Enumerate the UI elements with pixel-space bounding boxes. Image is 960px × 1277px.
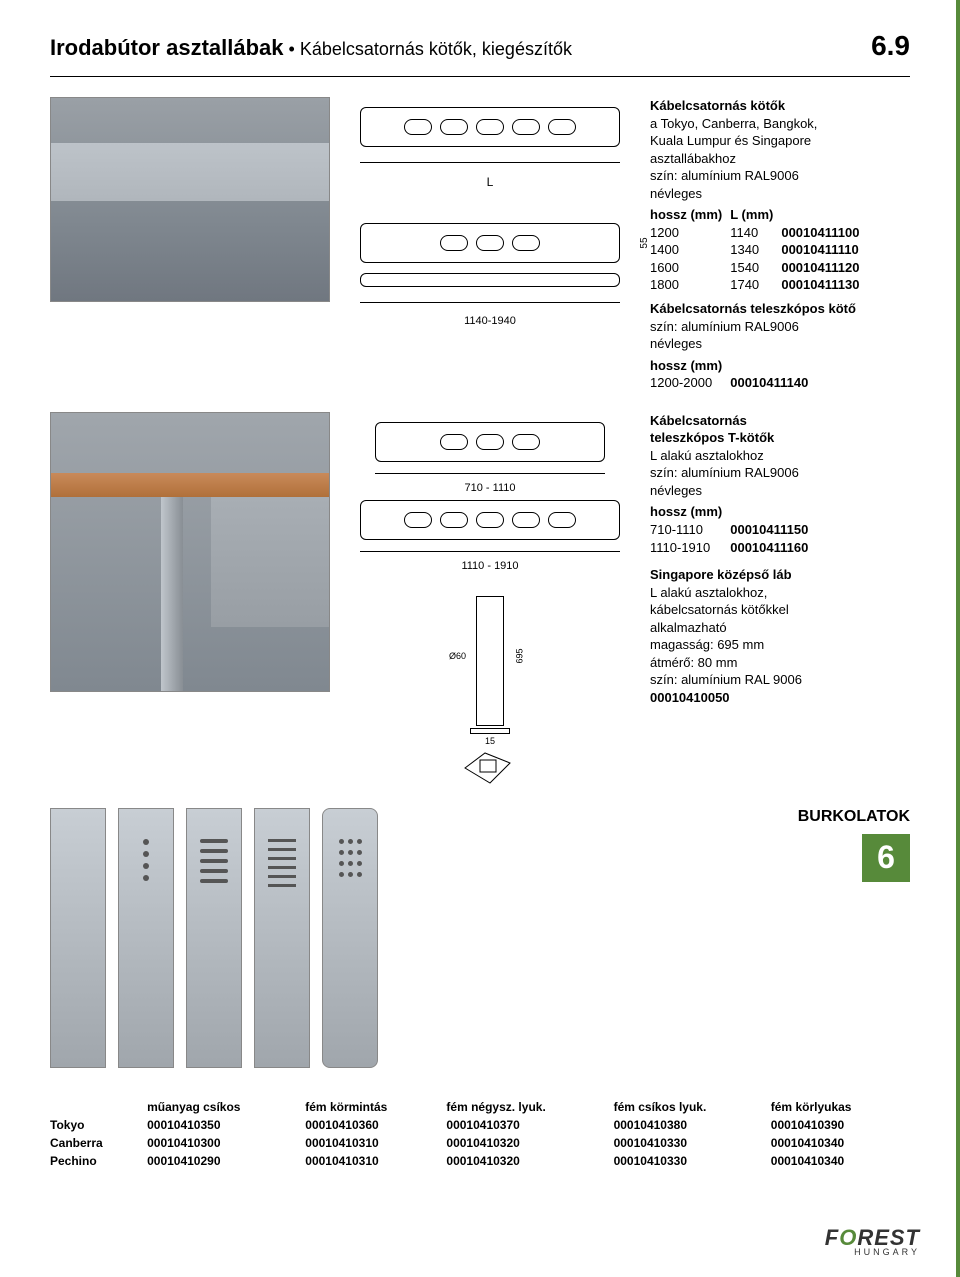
table-header-row: műanyag csíkos fém körmintás fém négysz.… — [50, 1098, 910, 1116]
leg-title: Singapore középső láb — [650, 566, 910, 584]
s1-nev: névleges — [650, 185, 910, 203]
text-col-2: Kábelcsatornás teleszkópos T-kötők L ala… — [650, 412, 910, 788]
text-col-1: Kábelcsatornás kötők a Tokyo, Canberra, … — [650, 97, 910, 392]
t-title2: teleszkópos T-kötők — [650, 429, 910, 447]
bracket-diagram-mid1 — [360, 223, 620, 263]
leg-d1: L alakú asztalokhoz, — [650, 584, 910, 602]
dim-label-bottom: 1140-1940 — [464, 315, 516, 327]
tele-color: szín: alumínium RAL9006 — [650, 318, 910, 336]
page-title: Irodabútor asztallábak • Kábelcsatornás … — [50, 35, 572, 61]
page-footer: FOREST HUNGARY — [825, 1225, 920, 1257]
t-table: hossz (mm) 710-111000010411150 1110-1910… — [650, 503, 816, 556]
cover-swatch-nub — [186, 808, 242, 1068]
cover-swatch-holes — [322, 808, 378, 1068]
page-header: Irodabútor asztallábak • Kábelcsatornás … — [0, 0, 960, 72]
title-main: Irodabútor asztallábak — [50, 35, 284, 60]
burk-title: BURKOLATOK — [798, 808, 910, 826]
t-nev: névleges — [650, 482, 910, 500]
leg-bracket-icon — [460, 748, 520, 788]
s1-col-l: L (mm) — [730, 206, 781, 224]
bracket-diagram-mid2 — [360, 273, 620, 287]
s1-table: hossz (mm) L (mm) 1200114000010411100 14… — [650, 206, 867, 294]
table-row: 1800174000010411130 — [650, 276, 867, 294]
covers-table: műanyag csíkos fém körmintás fém négysz.… — [50, 1098, 910, 1170]
table-row: Pechino 00010410290 00010410310 00010410… — [50, 1152, 910, 1170]
dim-t-2: 1110 - 1910 — [461, 560, 518, 572]
diagram-col-1: L 55 1140-1940 — [350, 97, 630, 392]
page-number: 6.9 — [871, 30, 910, 62]
table-row: 1400134000010411110 — [650, 241, 867, 259]
tele-table: hossz (mm) 1200-200000010411140 — [650, 357, 816, 392]
leg-d2: kábelcsatornás kötőkkel — [650, 601, 910, 619]
section-t-ties: 710 - 1110 1110 - 1910 Ø60 695 15 — [0, 392, 960, 788]
bracket-t-top — [375, 422, 605, 462]
cover-swatch-circle — [118, 808, 174, 1068]
leg-diagram: Ø60 695 15 — [460, 596, 520, 788]
dim-arrow-L — [360, 157, 620, 167]
s1-title: Kábelcsatornás kötők — [650, 97, 910, 115]
leg-d3: alkalmazható — [650, 619, 910, 637]
t-color: szín: alumínium RAL9006 — [650, 464, 910, 482]
bracket-t-bottom — [360, 500, 620, 540]
tele-nev: névleges — [650, 335, 910, 353]
cover-swatch-line — [254, 808, 310, 1068]
section-covers: BURKOLATOK 6 — [0, 788, 960, 1068]
s1-color: szín: alumínium RAL9006 — [650, 167, 910, 185]
s1-d2: Kuala Lumpur és Singapore — [650, 132, 910, 150]
product-photo-1 — [50, 97, 330, 302]
table-row: Tokyo 00010410350 00010410360 0001041037… — [50, 1116, 910, 1134]
leg-d: átmérő: 80 mm — [650, 654, 910, 672]
table-row: 1200114000010411100 — [650, 224, 867, 242]
bracket-diagram-top — [360, 107, 620, 147]
t-title: Kábelcsatornás — [650, 412, 910, 430]
leg-h: magasság: 695 mm — [650, 636, 910, 654]
title-sub: • Kábelcsatornás kötők, kiegészítők — [284, 39, 572, 59]
dim-arrow-bottom — [360, 297, 620, 307]
dim-label-L: L — [487, 175, 494, 189]
dim-t-1: 710 - 1110 — [465, 482, 516, 494]
dim-55: 55 — [639, 237, 650, 248]
leg-code: 00010410050 — [650, 689, 910, 707]
s1-col-h: hossz (mm) — [650, 206, 730, 224]
cover-swatch-plain — [50, 808, 106, 1068]
t-desc: L alakú asztalokhoz — [650, 447, 910, 465]
table-row: Canberra 00010410300 00010410310 0001041… — [50, 1134, 910, 1152]
leg-dia-label: Ø60 — [449, 651, 466, 661]
chapter-badge: 6 — [862, 834, 910, 882]
product-photo-desk — [50, 412, 330, 692]
diagram-col-2: 710 - 1110 1110 - 1910 Ø60 695 15 — [350, 412, 630, 788]
section-cable-ties: L 55 1140-1940 Kábelcsatornás kötők a To… — [0, 77, 960, 392]
s1-d1: a Tokyo, Canberra, Bangkok, — [650, 115, 910, 133]
tele-title: Kábelcsatornás teleszkópos kötő — [650, 300, 910, 318]
s1-d3: asztallábakhoz — [650, 150, 910, 168]
leg-foot-dim: 15 — [485, 736, 495, 746]
leg-h-label: 695 — [514, 648, 524, 663]
leg-color: szín: alumínium RAL 9006 — [650, 671, 910, 689]
table-row: 1600154000010411120 — [650, 259, 867, 277]
